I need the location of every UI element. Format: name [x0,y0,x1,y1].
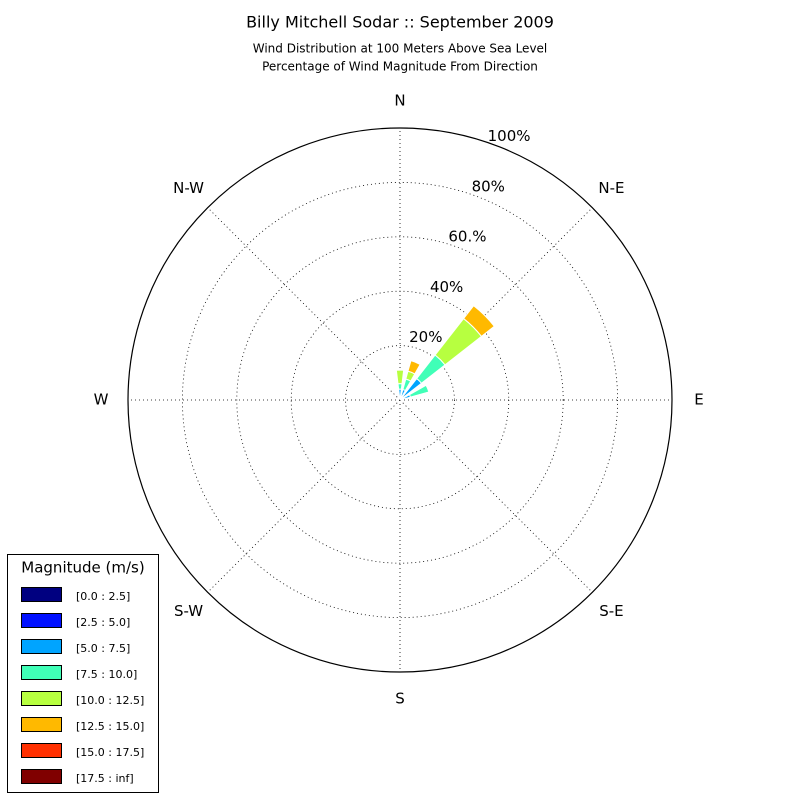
legend-label: [12.5 : 15.0] [76,720,144,733]
grid-spoke [207,399,401,593]
grid-ring [290,290,510,510]
legend-label: [7.5 : 10.0] [76,668,137,681]
radial-tick-label: 100% [488,127,531,145]
legend-label: [5.0 : 7.5] [76,642,130,655]
grid-spoke [399,399,593,593]
legend-swatch [21,665,62,680]
legend-swatch [21,613,62,628]
grid-spoke [399,207,593,401]
direction-label: S-W [174,602,203,620]
wedge [395,369,405,385]
wedge [462,304,496,338]
legend-swatch [21,743,62,758]
direction-label: S-E [599,602,623,620]
wedge [407,360,421,375]
legend-swatch [21,587,62,602]
legend-swatch [21,717,62,732]
direction-label: E [694,391,703,409]
grid-ring [236,236,564,564]
legend-label: [15.0 : 17.5] [76,746,144,759]
radial-tick-label: 60.% [448,228,486,246]
direction-label: S [395,690,405,708]
direction-label: N-W [173,179,204,197]
legend-swatch [21,769,62,784]
radial-tick-label: 40% [430,278,463,296]
legend-swatch [21,639,62,654]
legend-label: [2.5 : 5.0] [76,616,130,629]
grid-ring [181,181,619,619]
chart-subtitle: Wind Distribution at 100 Meters Above Se… [253,42,548,56]
chart-title: Billy Mitchell Sodar :: September 2009 [246,13,554,32]
direction-label: W [94,391,109,409]
wedge [408,384,430,398]
outer-ring [127,127,673,673]
radial-tick-label: 20% [409,328,442,346]
legend-label: [0.0 : 2.5] [76,590,130,603]
chart-subtitle: Percentage of Wind Magnitude From Direct… [262,60,538,74]
legend-swatch [21,691,62,706]
direction-label: N-E [598,179,624,197]
wedge [397,383,403,390]
legend-title: Magnitude (m/s) [21,559,144,577]
grid-ring [345,345,455,455]
grid-spoke [207,207,401,401]
legend-label: [17.5 : inf] [76,772,134,785]
legend-label: [10.0 : 12.5] [76,694,144,707]
direction-label: N [394,92,405,110]
radial-tick-label: 80% [472,177,505,195]
